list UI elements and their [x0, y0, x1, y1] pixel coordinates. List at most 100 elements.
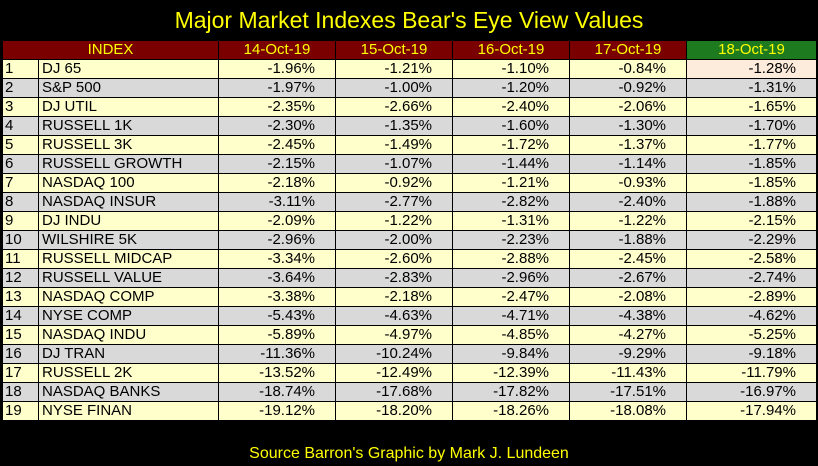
- index-name-cell: RUSSELL 3K: [38, 135, 219, 155]
- value-cell: -10.24%: [335, 344, 453, 364]
- value-cell: -1.60%: [452, 116, 570, 136]
- index-name-cell: NASDAQ BANKS: [38, 382, 219, 402]
- index-name-cell: S&P 500: [38, 78, 219, 98]
- value-cell: -4.63%: [335, 306, 453, 326]
- header-date: 15-Oct-19: [335, 40, 453, 60]
- value-cell: -2.18%: [218, 173, 336, 193]
- value-cell: -5.89%: [218, 325, 336, 345]
- table-row: 7 NASDAQ 100 -2.18% -0.92% -1.21% -0.93% -1.85…: [2, 173, 817, 193]
- value-cell: -2.18%: [335, 287, 453, 307]
- value-cell: -1.20%: [452, 78, 570, 98]
- table-row: 1 DJ 65 -1.96% -1.21% -1.10% -0.84% -1.28%: [2, 59, 817, 79]
- value-cell: -2.00%: [335, 230, 453, 250]
- value-cell: -13.52%: [218, 363, 336, 383]
- header-date: 16-Oct-19: [452, 40, 570, 60]
- table-row: 5 RUSSELL 3K -2.45% -1.49% -1.72% -1.37% -1.77…: [2, 135, 817, 155]
- value-cell: -2.29%: [686, 230, 817, 250]
- value-cell: -2.09%: [218, 211, 336, 231]
- value-cell: -2.15%: [686, 211, 817, 231]
- rank-cell: 15: [2, 325, 39, 345]
- value-cell: -2.96%: [218, 230, 336, 250]
- value-cell: -5.25%: [686, 325, 817, 345]
- table-row: 12 RUSSELL VALUE -3.64% -2.83% -2.96% -2.67% -…: [2, 268, 817, 288]
- header-row: INDEX 14-Oct-19 15-Oct-19 16-Oct-19 17-O…: [2, 40, 817, 60]
- rank-cell: 14: [2, 306, 39, 326]
- value-cell: -1.96%: [218, 59, 336, 79]
- index-name-cell: NASDAQ INDU: [38, 325, 219, 345]
- value-cell: -1.85%: [686, 154, 817, 174]
- value-cell: -17.51%: [569, 382, 687, 402]
- index-name-cell: RUSSELL GROWTH: [38, 154, 219, 174]
- value-cell: -2.66%: [335, 97, 453, 117]
- value-cell: -16.97%: [686, 382, 817, 402]
- value-cell: -17.94%: [686, 401, 817, 421]
- header-date: 14-Oct-19: [218, 40, 336, 60]
- rank-cell: 2: [2, 78, 39, 98]
- value-cell: -2.82%: [452, 192, 570, 212]
- rank-cell: 1: [2, 59, 39, 79]
- rank-cell: 8: [2, 192, 39, 212]
- value-cell: -18.08%: [569, 401, 687, 421]
- value-cell: -3.34%: [218, 249, 336, 269]
- table-row: 3 DJ UTIL -2.35% -2.66% -2.40% -2.06% -1.65%: [2, 97, 817, 117]
- value-cell: -2.47%: [452, 287, 570, 307]
- rank-cell: 6: [2, 154, 39, 174]
- index-name-cell: DJ 65: [38, 59, 219, 79]
- value-cell: -1.37%: [569, 135, 687, 155]
- value-cell: -1.85%: [686, 173, 817, 193]
- table-row: 4 RUSSELL 1K -2.30% -1.35% -1.60% -1.30% -1.70…: [2, 116, 817, 136]
- table-row: 15 NASDAQ INDU -5.89% -4.97% -4.85% -4.27% -5.…: [2, 325, 817, 345]
- value-cell: -2.83%: [335, 268, 453, 288]
- value-cell: -2.96%: [452, 268, 570, 288]
- value-cell: -1.31%: [686, 78, 817, 98]
- rank-cell: 9: [2, 211, 39, 231]
- value-cell: -11.79%: [686, 363, 817, 383]
- index-name-cell: NASDAQ INSUR: [38, 192, 219, 212]
- value-cell: -1.44%: [452, 154, 570, 174]
- value-cell: -4.27%: [569, 325, 687, 345]
- value-cell: -2.88%: [452, 249, 570, 269]
- index-name-cell: NASDAQ 100: [38, 173, 219, 193]
- value-cell: -2.45%: [569, 249, 687, 269]
- value-cell: -5.43%: [218, 306, 336, 326]
- value-cell: -2.35%: [218, 97, 336, 117]
- value-cell: -9.18%: [686, 344, 817, 364]
- table-row: 8 NASDAQ INSUR -3.11% -2.77% -2.82% -2.40% -1.…: [2, 192, 817, 212]
- value-cell: -2.77%: [335, 192, 453, 212]
- table-row: 11 RUSSELL MIDCAP -3.34% -2.60% -2.88% -2.45%…: [2, 249, 817, 269]
- index-name-cell: RUSSELL MIDCAP: [38, 249, 219, 269]
- rank-cell: 19: [2, 401, 39, 421]
- value-cell: -2.74%: [686, 268, 817, 288]
- table-row: 17 RUSSELL 2K -13.52% -12.49% -12.39% -11.43%…: [2, 363, 817, 383]
- value-cell: -2.67%: [569, 268, 687, 288]
- rank-cell: 17: [2, 363, 39, 383]
- value-cell: -1.21%: [335, 59, 453, 79]
- rank-cell: 18: [2, 382, 39, 402]
- table-row: 6 RUSSELL GROWTH -2.15% -1.07% -1.44% -1.14% -…: [2, 154, 817, 174]
- value-cell: -1.10%: [452, 59, 570, 79]
- index-name-cell: RUSSELL VALUE: [38, 268, 219, 288]
- value-cell: -3.38%: [218, 287, 336, 307]
- value-cell: -1.49%: [335, 135, 453, 155]
- rank-cell: 10: [2, 230, 39, 250]
- value-cell: -1.31%: [452, 211, 570, 231]
- value-cell: -4.97%: [335, 325, 453, 345]
- value-cell: -2.89%: [686, 287, 817, 307]
- value-cell: -3.11%: [218, 192, 336, 212]
- index-name-cell: WILSHIRE 5K: [38, 230, 219, 250]
- value-cell: -1.77%: [686, 135, 817, 155]
- rank-cell: 5: [2, 135, 39, 155]
- value-cell: -1.21%: [452, 173, 570, 193]
- rank-cell: 12: [2, 268, 39, 288]
- value-cell: -1.22%: [569, 211, 687, 231]
- value-cell: -0.93%: [569, 173, 687, 193]
- value-cell: -0.92%: [569, 78, 687, 98]
- value-cell: -1.22%: [335, 211, 453, 231]
- rank-cell: 7: [2, 173, 39, 193]
- value-cell: -4.62%: [686, 306, 817, 326]
- value-cell: -1.88%: [686, 192, 817, 212]
- table-row: 19 NYSE FINAN -19.12% -18.20% -18.26% -18.08%…: [2, 401, 817, 421]
- value-cell: -2.15%: [218, 154, 336, 174]
- value-cell: -17.82%: [452, 382, 570, 402]
